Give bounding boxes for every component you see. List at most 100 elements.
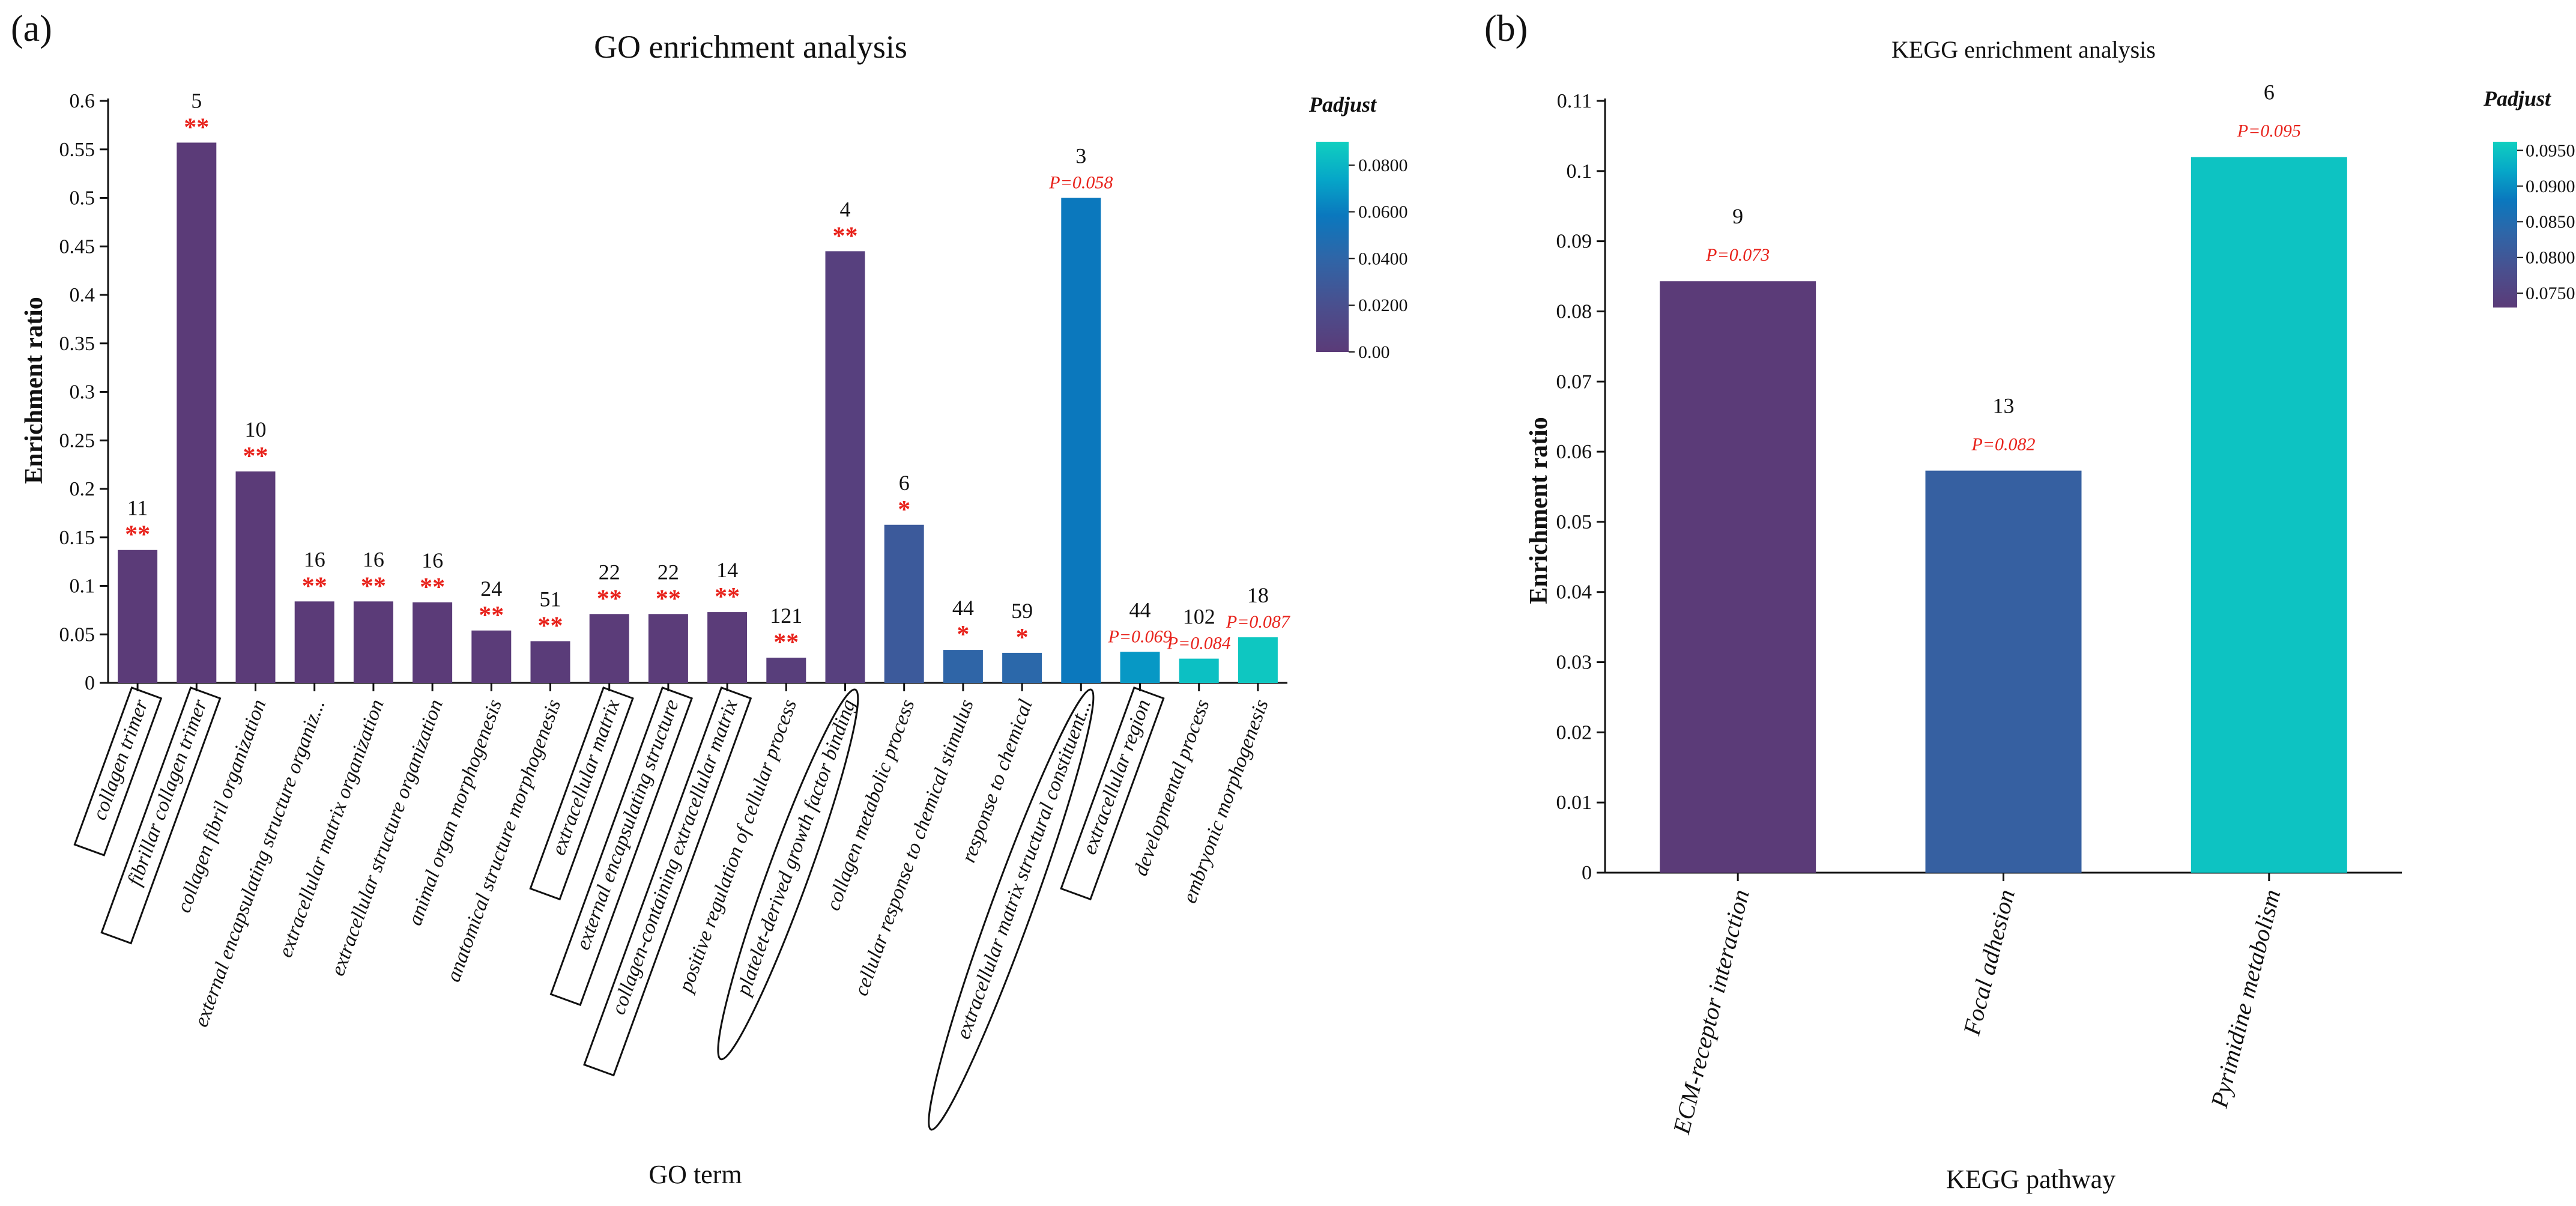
kegg-y-tick-label: 0.05: [1556, 511, 1592, 533]
go-significance-label: **: [184, 114, 209, 141]
kegg-y-tick-label: 0: [1582, 862, 1592, 884]
go-category-label: platelet-derived growth factor binding: [732, 697, 860, 999]
go-count-label: 6: [899, 471, 910, 495]
go-y-tick-label: 0.4: [70, 284, 95, 306]
go-bar: [1179, 658, 1219, 683]
kegg-y-tick-label: 0.1: [1567, 160, 1592, 183]
go-significance-label: P=0.058: [1048, 173, 1113, 193]
go-significance-label: **: [773, 629, 799, 656]
go-colorbar: [1316, 142, 1349, 352]
go-bar: [825, 251, 865, 683]
go-category-label: positive regulation of cellular process: [674, 697, 802, 996]
go-category: extracellular matrix organization: [274, 697, 389, 960]
go-significance-label: **: [125, 521, 150, 549]
go-count-label: 5: [191, 88, 202, 112]
go-bar: [884, 524, 924, 683]
go-category-label: extracellular structure organization: [327, 697, 447, 979]
go-significance-label: **: [243, 443, 268, 470]
go-significance-label: P=0.087: [1226, 612, 1291, 632]
go-bar: [118, 550, 158, 683]
go-x-axis-title: GO term: [649, 1160, 742, 1189]
go-bar: [766, 658, 806, 683]
go-category: cellular response to chemical stimulus: [850, 697, 978, 999]
kegg-y-tick-label: 0.01: [1556, 792, 1592, 814]
kegg-y-tick-label: 0.04: [1556, 581, 1592, 604]
go-count-label: 4: [840, 197, 851, 221]
go-count-label: 44: [1129, 598, 1151, 622]
go-legend-tick-label: 0.0600: [1358, 202, 1408, 222]
kegg-count-label: 6: [2264, 80, 2275, 104]
go-axes: 0 0.05 0.1 0.15 0.2 0.25 0.3 0.35 0.4 0.45 0.5 0.55…: [59, 90, 1287, 694]
kegg-pvalue-label: P=0.095: [2237, 121, 2301, 141]
kegg-bar: [1660, 281, 1816, 873]
go-y-tick-label: 0.25: [59, 429, 95, 452]
go-count-label: 102: [1183, 605, 1215, 629]
go-significance-label: *: [898, 496, 910, 524]
go-category: anatomical structure morphogenesis: [442, 697, 565, 985]
kegg-axes: 0 0.01 0.02 0.03 0.04 0.05 0.06 0.07 0.08 0.09 0.1…: [1556, 90, 2402, 884]
kegg-y-tick-label: 0.07: [1556, 371, 1592, 393]
kegg-category: Pyrimidine metabolism: [2206, 887, 2286, 1111]
kegg-x-axis-title: KEGG pathway: [1946, 1165, 2115, 1194]
go-count-label: 44: [952, 596, 974, 620]
go-y-tick-label: 0.5: [70, 187, 95, 210]
kegg-legend-tick-label: 0.0800: [2526, 248, 2575, 268]
go-significance-label: *: [1016, 624, 1029, 652]
go-highlight-ellipse: [928, 688, 1095, 1131]
kegg-legend-title: Padjust: [2483, 86, 2551, 111]
kegg-data-labels: P=0.073 9 P=0.082 13 P=0.095 6: [1705, 80, 2301, 454]
go-data-labels: **11**5**10**16**16**16**24**51 **22**22*…: [125, 88, 1291, 656]
kegg-count-label: 9: [1732, 204, 1743, 228]
go-significance-label: **: [302, 572, 327, 600]
go-bar: [235, 471, 276, 683]
kegg-legend-tick-label: 0.0750: [2526, 283, 2575, 303]
go-category-label: extracellular matrix organization: [274, 697, 389, 960]
go-y-tick-label: 0.6: [70, 90, 95, 112]
go-bar: [943, 650, 983, 683]
go-category-label: external encapsulating structure: [572, 697, 683, 953]
kegg-count-label: 13: [1993, 394, 2015, 418]
go-count-label: 121: [770, 604, 802, 628]
go-count-label: 59: [1011, 599, 1033, 623]
kegg-y-tick-label: 0.08: [1556, 300, 1592, 323]
go-y-tick-label: 0.2: [70, 478, 95, 500]
kegg-colorbar-legend: Padjust 0.0750 0.0800 0.0850 0.0900 0.0950: [2483, 86, 2575, 308]
go-count-label: 24: [480, 577, 502, 601]
go-count-label: 16: [304, 547, 325, 571]
go-bar: [648, 614, 688, 683]
kegg-category-label: Focal adhesion: [1958, 887, 2020, 1038]
kegg-panel: (b) KEGG enrichment analysis Enrichment …: [1484, 8, 2575, 1194]
go-category-label: anatomical structure morphogenesis: [442, 697, 565, 985]
kegg-legend-tick-label: 0.0900: [2526, 177, 2575, 196]
go-count-label: 16: [422, 548, 443, 572]
go-significance-label: **: [479, 602, 504, 629]
go-significance-label: **: [715, 583, 740, 611]
kegg-category: Focal adhesion: [1958, 887, 2020, 1038]
go-colorbar-legend: Padjust 0.00 0.0200 0.0400 0.0600 0.0800: [1308, 92, 1408, 362]
go-y-tick-label: 0.35: [59, 333, 95, 355]
go-category-label: cellular response to chemical stimulus: [850, 697, 978, 999]
go-highlight-box: [1060, 686, 1165, 901]
kegg-y-tick-label: 0.03: [1556, 652, 1592, 674]
go-count-label: 22: [658, 560, 679, 584]
go-y-tick-label: 0.15: [59, 527, 95, 549]
kegg-category-label: ECM-receptor interaction: [1667, 887, 1755, 1138]
go-category: positive regulation of cellular process: [674, 697, 802, 996]
kegg-y-tick-label: 0.09: [1556, 231, 1592, 253]
go-bar: [530, 641, 570, 683]
kegg-category: ECM-receptor interaction: [1667, 887, 1755, 1138]
go-significance-label: *: [957, 621, 969, 649]
go-bar: [1120, 652, 1160, 683]
go-bar: [353, 601, 393, 683]
kegg-category-labels: ECM-receptor interaction Focal adhesion Py…: [1667, 887, 2286, 1138]
go-count-label: 16: [363, 547, 384, 571]
go-count-label: 3: [1075, 144, 1086, 168]
go-y-tick-label: 0.45: [59, 235, 95, 258]
kegg-y-tick-label: 0.06: [1556, 441, 1592, 463]
go-bar: [294, 601, 334, 683]
go-legend-tick-label: 0.0400: [1358, 249, 1408, 268]
go-bar: [177, 142, 217, 683]
go-highlight-box: [100, 686, 222, 945]
